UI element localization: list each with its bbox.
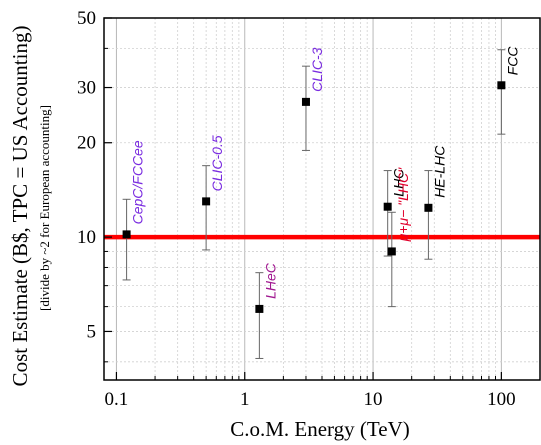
data-point: LHC	[383, 168, 407, 257]
y-axis-subtitle: [divide by ~2 for European accounting]	[37, 105, 52, 311]
axis-ticks: 0.1 1 10 100 5 10 20 30 50	[77, 8, 541, 410]
y-tick-label: 5	[87, 321, 97, 342]
point-marker	[383, 202, 392, 211]
point-label: HE-LHC	[431, 145, 447, 198]
y-tick-label: 20	[77, 133, 96, 154]
x-axis-title: C.o.M. Energy (TeV)	[230, 417, 410, 441]
point-label: μ+μ− "LHC"	[395, 167, 411, 243]
data-point: HE-LHC	[424, 145, 447, 260]
data-point: CepC/FCCee	[122, 140, 146, 281]
axis-labels: C.o.M. Energy (TeV) Cost Estimate (B$, T…	[8, 26, 410, 441]
x-tick-label: 1	[240, 389, 250, 410]
point-marker	[387, 247, 396, 256]
point-marker	[301, 97, 310, 106]
data-point: LHeC	[255, 262, 278, 359]
data-point: CLIC-3	[301, 47, 325, 151]
point-label: LHeC	[262, 262, 278, 299]
point-marker	[122, 230, 131, 239]
data-point: μ+μ− "LHC"	[387, 167, 411, 308]
y-tick-label: 30	[77, 78, 96, 99]
x-tick-label: 10	[364, 389, 383, 410]
point-marker	[497, 81, 506, 90]
data-point: FCC	[497, 46, 520, 135]
x-tick-label: 100	[487, 389, 516, 410]
data-point: CLIC-0.5	[202, 135, 225, 251]
point-label: FCC	[504, 46, 520, 76]
x-tick-label: 0.1	[105, 389, 129, 410]
point-marker	[424, 203, 433, 212]
point-marker	[202, 197, 211, 206]
point-label: LHC	[391, 168, 407, 197]
point-label: CepC/FCCee	[130, 140, 146, 224]
y-axis-title: Cost Estimate (B$, TPC = US Accounting)	[8, 26, 32, 387]
point-label: CLIC-3	[309, 47, 325, 92]
point-marker	[255, 304, 264, 313]
y-tick-label: 50	[77, 8, 96, 29]
y-tick-label: 10	[77, 227, 96, 248]
point-label: CLIC-0.5	[209, 135, 225, 191]
